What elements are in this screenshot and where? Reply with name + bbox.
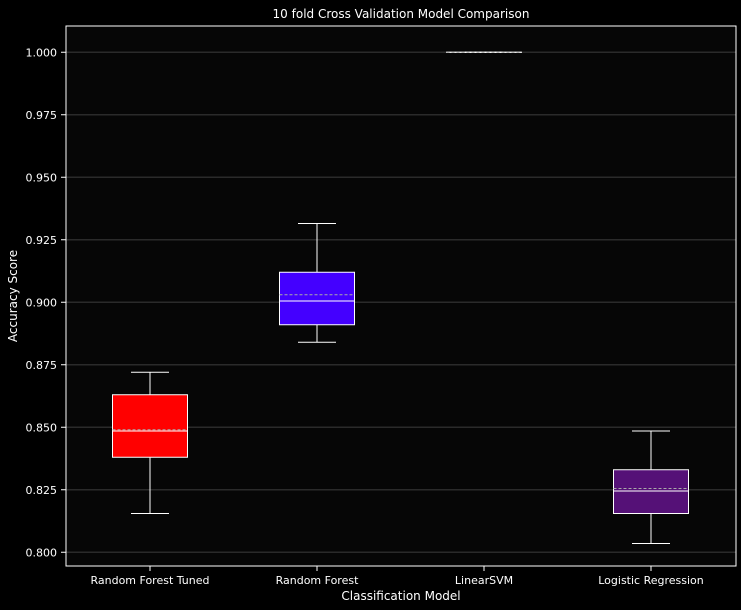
box-0 [112,371,188,514]
y-tick-label: 0.950 [26,171,58,184]
box-body [279,271,355,326]
x-tick-label: Random Forest Tuned [90,574,209,587]
y-axis-label: Accuracy Score [6,250,20,342]
plot-frame [65,25,737,567]
x-tick-label: Random Forest [276,574,359,587]
y-tick-label: 0.975 [26,109,58,122]
x-axis: Random Forest Tuned Random Forest LinearSV… [90,566,704,587]
y-tick-label: 0.800 [26,546,58,559]
chart-title: 10 fold Cross Validation Model Compariso… [273,7,530,21]
x-tick-label: LinearSVM [455,574,513,587]
y-axis: 0.800 0.825 0.850 0.875 0.900 0.925 0.950 0.975… [26,46,66,559]
y-tick-label: 0.850 [26,421,58,434]
boxplots [112,51,689,544]
y-tick-label: 0.925 [26,234,58,247]
y-tick-label: 1.000 [26,46,58,59]
box-body [112,394,188,458]
box-1 [279,223,355,343]
y-tick-label: 0.900 [26,296,58,309]
x-axis-label: Classification Model [341,589,460,603]
grid-lines [66,51,736,553]
x-tick-label: Logistic Regression [598,574,704,587]
y-tick-label: 0.875 [26,359,58,372]
box-3 [613,430,689,544]
box-body [613,469,689,514]
y-tick-label: 0.825 [26,484,58,497]
